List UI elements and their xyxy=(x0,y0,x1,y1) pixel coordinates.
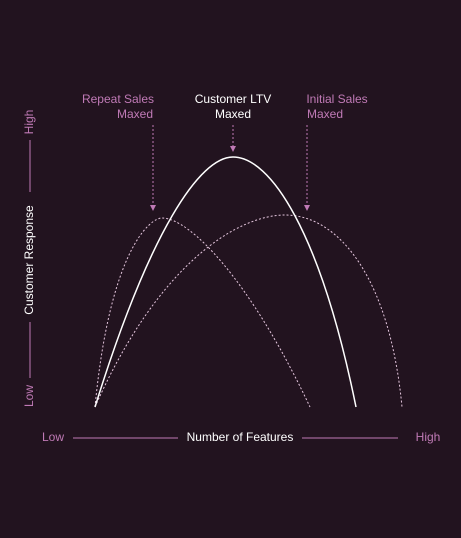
y-axis-high: High xyxy=(22,110,36,135)
annotation: Maxed xyxy=(215,107,251,121)
x-axis-high: High xyxy=(416,430,441,444)
repeat-sales-curve xyxy=(94,217,311,408)
annotation: Customer LTV xyxy=(195,92,271,106)
x-axis-label: Number of Features xyxy=(187,430,294,444)
pointers xyxy=(152,125,308,205)
y-axis-label: Customer Response xyxy=(22,205,36,315)
customer-ltv-curve xyxy=(94,156,357,408)
annotation: Repeat Sales xyxy=(82,92,154,106)
annotation: Maxed xyxy=(307,107,343,121)
annotation: Initial Sales xyxy=(306,92,367,106)
arrowheads xyxy=(150,146,310,211)
x-axis-low: Low xyxy=(42,430,64,444)
annotation: Maxed xyxy=(117,107,153,121)
initial-sales-curve xyxy=(94,214,403,408)
y-axis-low: Low xyxy=(22,385,36,407)
